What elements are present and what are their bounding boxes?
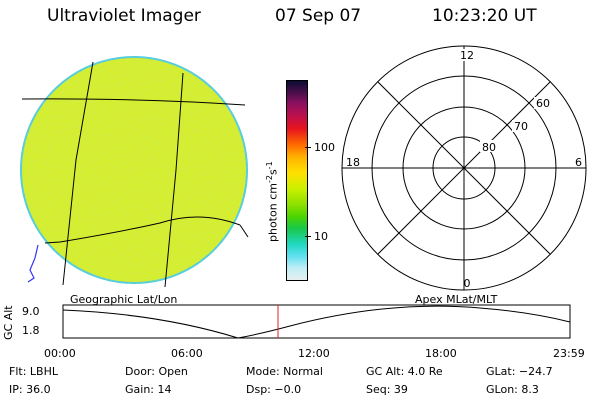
clock-0: 0 — [464, 277, 471, 290]
info-filter: Flt: LBHL — [9, 365, 58, 378]
colorbar-label-100: 100 — [314, 141, 335, 154]
instrument-title: Ultraviolet Imager — [47, 6, 201, 26]
altitude-curve — [62, 305, 571, 339]
colorbar-unit-label: photon cm-2s-1 — [265, 161, 280, 242]
alt-plot-frame — [62, 304, 571, 339]
colorbar-tick-10 — [305, 236, 311, 237]
info-seq: Seq: 39 — [366, 383, 408, 396]
uv-image — [20, 56, 249, 288]
info-ip: IP: 36.0 — [9, 383, 51, 396]
polar-diag-2 — [377, 81, 551, 255]
info-gain: Gain: 14 — [125, 383, 172, 396]
info-dsp: Dsp: −0.0 — [246, 383, 302, 396]
lat-60-label: 60 — [536, 97, 550, 110]
unit-exp-2: -1 — [265, 161, 274, 170]
alt-y-bottom: 1.8 — [22, 324, 40, 337]
lat-70-label: 70 — [514, 120, 528, 133]
unit-text: photon cm — [266, 183, 280, 242]
gc-alt-axis-label: GC Alt — [2, 305, 15, 340]
apex-label: Apex MLat/MLT — [415, 293, 498, 306]
alt-y-top: 9.0 — [22, 305, 40, 318]
header-time: 10:23:20 UT — [432, 6, 537, 26]
info-mode: Mode: Normal — [246, 365, 323, 378]
colorbar-label-10: 10 — [314, 230, 328, 243]
header-date: 07 Sep 07 — [275, 6, 362, 26]
clock-18: 18 — [346, 156, 360, 169]
x-tick-1800: 18:00 — [425, 347, 457, 360]
info-door: Door: Open — [125, 365, 188, 378]
geo-label: Geographic Lat/Lon — [70, 293, 178, 306]
x-tick-0000: 00:00 — [44, 347, 76, 360]
unit-s: s — [266, 169, 280, 176]
geo-grid — [21, 61, 249, 288]
altitude-plot — [62, 304, 571, 339]
unit-exp-1: -2 — [265, 175, 274, 184]
info-glon: GLon: 8.3 — [486, 383, 539, 396]
info-gc-alt: GC Alt: 4.0 Re — [366, 365, 443, 378]
info-glat: GLat: −24.7 — [486, 365, 553, 378]
clock-12: 12 — [460, 49, 474, 62]
x-tick-1200: 12:00 — [298, 347, 330, 360]
colorbar — [286, 80, 308, 281]
polar-plot: 12 18 6 0 60 70 80 — [341, 45, 587, 291]
lat-80-label: 80 — [482, 141, 496, 154]
clock-6: 6 — [575, 156, 582, 169]
x-tick-0600: 06:00 — [171, 347, 203, 360]
colorbar-tick-100 — [305, 147, 311, 148]
x-tick-2359: 23:59 — [553, 347, 585, 360]
coastline — [27, 244, 39, 283]
